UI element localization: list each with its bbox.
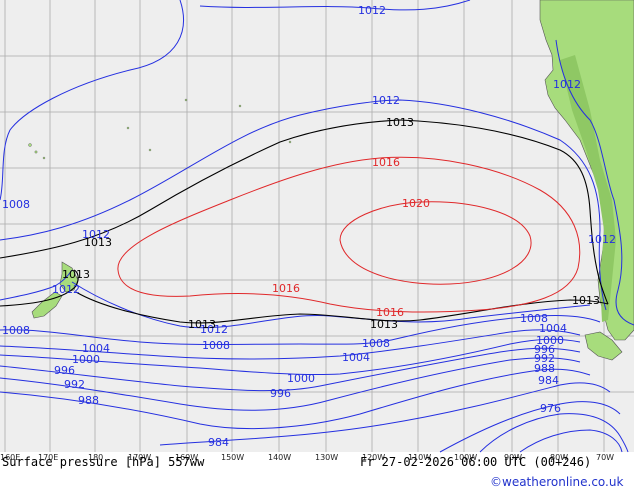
map-title: Surface pressure [hPa] 557ww <box>2 455 205 469</box>
lon-tick: 170W <box>128 453 151 462</box>
label-1012-top: 1012 <box>358 4 386 17</box>
label-1008-right: 1008 <box>520 312 548 325</box>
isobar-1020 <box>339 201 532 285</box>
andes-ridge <box>560 55 616 322</box>
site-credit[interactable]: ©weatheronline.co.uk <box>490 475 623 489</box>
label-1008-center: 1008 <box>362 337 390 350</box>
label-1012-mid: 1012 <box>372 94 400 107</box>
ocean-area <box>0 0 634 452</box>
label-1016-top: 1016 <box>372 156 400 169</box>
lon-tick: 130W <box>315 453 338 462</box>
label-1013-bottom-mid: 1013 <box>370 318 398 331</box>
longitude-ticks: 160E 170E 180 170W 160W 150W 140W 130W 1… <box>0 453 614 462</box>
label-1008-left: 1008 <box>2 198 30 211</box>
isobar-1016 <box>117 156 581 313</box>
isobar-1012-nz <box>0 269 73 301</box>
lon-tick: 80W <box>550 453 568 462</box>
isobar-972 <box>519 429 623 453</box>
pacific-islands <box>28 98 292 160</box>
footer-band <box>0 452 634 490</box>
lon-tick: 160W <box>175 453 198 462</box>
label-1012-left: 1012 <box>82 228 110 241</box>
label-1013-bottom-left: 1013 <box>188 318 216 331</box>
isobar-1012-coast <box>555 39 634 326</box>
isobar-1004 <box>0 329 581 360</box>
label-1008-mid: 1008 <box>202 339 230 352</box>
tierra-del-fuego-land <box>584 331 623 361</box>
lon-tick: 110W <box>408 453 431 462</box>
isobar-1013-north <box>0 119 609 305</box>
label-1016-bottom-left: 1016 <box>272 282 300 295</box>
lon-tick: 120W <box>362 453 385 462</box>
lon-tick: 140W <box>268 453 291 462</box>
label-1016-bottom-mid: 1016 <box>376 306 404 319</box>
isobar-992 <box>0 357 581 411</box>
lon-tick: 180 <box>88 453 103 462</box>
lon-tick: 90W <box>504 453 522 462</box>
label-1012-coast: 1012 <box>553 78 581 91</box>
valid-time: Fr 27-02-2026 06:00 UTC (00+246) <box>360 455 591 469</box>
label-1013-left: 1013 <box>84 236 112 249</box>
lon-tick: 170E <box>38 453 58 462</box>
lon-tick: 70W <box>596 453 614 462</box>
label-1004-left: 1004 <box>82 342 110 355</box>
isobar-1008 <box>0 315 601 345</box>
label-1012-bottom: 1012 <box>200 323 228 336</box>
label-1013-top: 1013 <box>386 116 414 129</box>
label-1013-nz: 1013 <box>62 268 90 281</box>
label-996-mid: 996 <box>270 387 291 400</box>
isobar-976 <box>479 413 629 453</box>
isobar-980 <box>439 401 621 453</box>
label-1013-bottom-right: 1013 <box>572 294 600 307</box>
lon-tick: 100W <box>454 453 477 462</box>
isobar-1012-top <box>199 0 471 11</box>
label-1000-mid: 1000 <box>287 372 315 385</box>
isobar-1012-inner <box>0 99 607 311</box>
label-976: 976 <box>540 402 561 415</box>
label-988-right: 988 <box>534 362 555 375</box>
isobar-1012-north <box>0 0 184 201</box>
label-1012-right: 1012 <box>588 233 616 246</box>
label-1008-low-left: 1008 <box>2 324 30 337</box>
label-992-left: 992 <box>64 378 85 391</box>
label-1020: 1020 <box>402 197 430 210</box>
isobar-996 <box>0 347 581 392</box>
isobar-1000 <box>0 338 581 376</box>
label-996-left: 996 <box>54 364 75 377</box>
label-992-right: 992 <box>534 352 555 365</box>
isobar-984 <box>159 382 611 446</box>
label-984-bottom: 984 <box>208 436 229 449</box>
label-1000-right: 1000 <box>536 334 564 347</box>
label-1004-mid: 1004 <box>342 351 370 364</box>
lon-tick: 160E <box>0 453 20 462</box>
isobar-988 <box>0 368 591 430</box>
graticule <box>0 0 634 452</box>
label-988-left: 988 <box>78 394 99 407</box>
isobar-1013-south <box>0 269 609 324</box>
label-1000-left: 1000 <box>72 353 100 366</box>
label-1004-right: 1004 <box>539 322 567 335</box>
label-984-right: 984 <box>538 374 559 387</box>
label-1012-nz: 1012 <box>52 283 80 296</box>
lon-tick: 150W <box>221 453 244 462</box>
label-996-right: 996 <box>534 343 555 356</box>
